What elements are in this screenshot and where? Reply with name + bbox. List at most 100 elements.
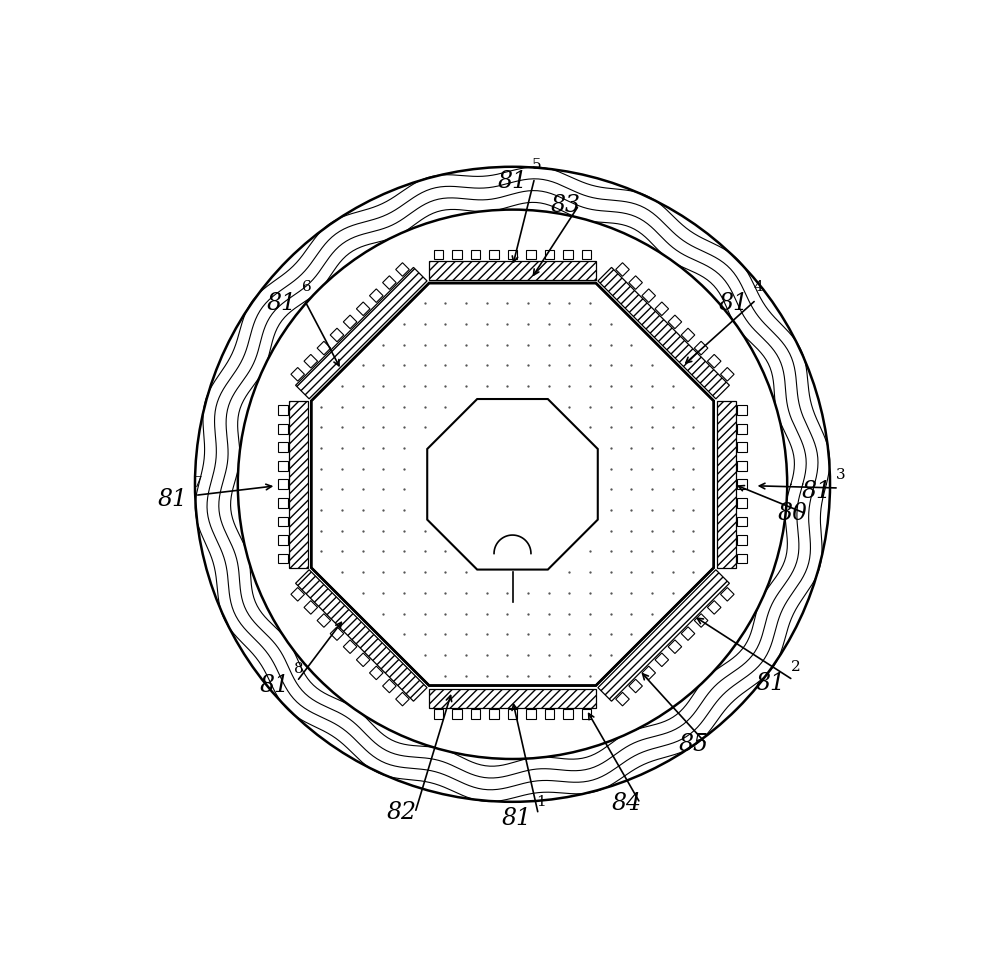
Point <box>603 379 619 394</box>
Polygon shape <box>545 249 554 260</box>
Polygon shape <box>369 289 383 302</box>
Point <box>541 316 557 332</box>
Polygon shape <box>707 355 721 368</box>
Point <box>479 358 495 373</box>
Point <box>375 337 391 352</box>
Point <box>417 420 433 435</box>
Point <box>520 626 536 642</box>
Point <box>623 565 639 580</box>
Point <box>582 420 598 435</box>
Polygon shape <box>471 249 480 260</box>
Point <box>685 399 701 414</box>
Point <box>355 461 371 477</box>
Point <box>623 358 639 373</box>
Point <box>479 379 495 394</box>
Point <box>644 503 660 518</box>
Point <box>458 647 474 663</box>
Point <box>561 358 577 373</box>
Point <box>313 524 329 539</box>
Point <box>417 399 433 414</box>
Point <box>458 585 474 600</box>
Point <box>313 399 329 414</box>
Point <box>685 481 701 497</box>
Text: 81: 81 <box>158 487 188 510</box>
Point <box>561 337 577 352</box>
Point <box>582 544 598 559</box>
Point <box>561 585 577 600</box>
Point <box>644 544 660 559</box>
Point <box>623 481 639 497</box>
Point <box>355 585 371 600</box>
Point <box>437 626 453 642</box>
Polygon shape <box>707 600 721 614</box>
Point <box>396 544 412 559</box>
Point <box>603 524 619 539</box>
Polygon shape <box>278 424 288 433</box>
Polygon shape <box>642 289 656 302</box>
Point <box>499 358 515 373</box>
Polygon shape <box>681 328 695 341</box>
Point <box>561 565 577 580</box>
Point <box>334 440 350 456</box>
Polygon shape <box>598 268 729 399</box>
Polygon shape <box>655 302 669 316</box>
Polygon shape <box>545 709 554 719</box>
Polygon shape <box>668 640 682 653</box>
Point <box>437 565 453 580</box>
Point <box>644 440 660 456</box>
Polygon shape <box>563 709 573 719</box>
Text: 7: 7 <box>192 476 202 490</box>
Point <box>603 544 619 559</box>
Point <box>520 647 536 663</box>
Point <box>396 626 412 642</box>
Polygon shape <box>598 570 729 701</box>
Point <box>499 295 515 311</box>
Polygon shape <box>343 316 357 329</box>
Text: 6: 6 <box>302 280 311 294</box>
Point <box>499 316 515 332</box>
Text: 81: 81 <box>498 170 528 193</box>
Circle shape <box>238 210 787 759</box>
Polygon shape <box>304 600 318 614</box>
Polygon shape <box>434 709 443 719</box>
Point <box>417 565 433 580</box>
Point <box>561 399 577 414</box>
Point <box>334 503 350 518</box>
Point <box>396 358 412 373</box>
Point <box>437 337 453 352</box>
Polygon shape <box>655 653 669 667</box>
Polygon shape <box>721 588 734 601</box>
Point <box>458 295 474 311</box>
Text: 1: 1 <box>536 795 545 808</box>
Polygon shape <box>717 401 736 568</box>
Point <box>396 399 412 414</box>
Polygon shape <box>434 249 443 260</box>
Point <box>499 626 515 642</box>
Polygon shape <box>452 709 462 719</box>
Point <box>644 565 660 580</box>
Polygon shape <box>289 401 308 568</box>
Polygon shape <box>317 614 331 627</box>
Polygon shape <box>291 588 304 601</box>
Point <box>685 440 701 456</box>
Point <box>603 337 619 352</box>
Polygon shape <box>694 614 708 627</box>
Polygon shape <box>343 640 357 653</box>
Point <box>520 358 536 373</box>
Point <box>313 461 329 477</box>
Polygon shape <box>278 406 288 415</box>
Point <box>479 295 495 311</box>
Point <box>375 440 391 456</box>
Point <box>458 565 474 580</box>
Point <box>499 667 515 683</box>
Point <box>355 440 371 456</box>
Point <box>541 337 557 352</box>
Text: 81: 81 <box>719 292 749 315</box>
Polygon shape <box>396 263 409 276</box>
Point <box>603 399 619 414</box>
Point <box>603 647 619 663</box>
Point <box>603 606 619 621</box>
Point <box>665 544 681 559</box>
Point <box>623 544 639 559</box>
Point <box>561 606 577 621</box>
